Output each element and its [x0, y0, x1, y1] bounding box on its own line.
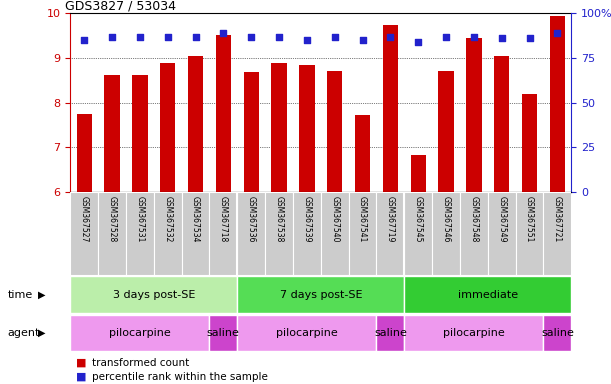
Bar [76, 114, 92, 192]
Point [386, 33, 395, 40]
Bar [355, 115, 370, 192]
Text: GSM367538: GSM367538 [274, 196, 284, 243]
Point [413, 39, 423, 45]
Bar [432, 192, 460, 275]
Point [135, 33, 145, 40]
Bar [126, 192, 154, 275]
Text: ■: ■ [76, 372, 87, 382]
Point [274, 33, 284, 40]
Bar [494, 56, 510, 192]
Text: GSM367548: GSM367548 [469, 196, 478, 243]
Text: immediate: immediate [458, 290, 518, 300]
Bar [488, 192, 516, 275]
Text: ▶: ▶ [38, 328, 45, 338]
Point [441, 33, 451, 40]
Point [246, 33, 256, 40]
Bar [438, 71, 454, 192]
Point [497, 35, 507, 41]
Text: GSM367719: GSM367719 [386, 196, 395, 243]
Bar [70, 315, 210, 351]
Bar [543, 192, 571, 275]
Bar [321, 192, 349, 275]
Bar [188, 56, 203, 192]
Bar [466, 38, 481, 192]
Text: GSM367546: GSM367546 [442, 196, 450, 243]
Bar [154, 192, 181, 275]
Bar [98, 192, 126, 275]
Bar [522, 94, 537, 192]
Text: GSM367541: GSM367541 [358, 196, 367, 243]
Bar [382, 25, 398, 192]
Text: agent: agent [7, 328, 40, 338]
Text: GSM367528: GSM367528 [108, 196, 117, 242]
Bar [516, 192, 543, 275]
Text: GDS3827 / 53034: GDS3827 / 53034 [65, 0, 176, 12]
Bar [271, 63, 287, 192]
Bar [550, 16, 565, 192]
Point [107, 33, 117, 40]
Bar [299, 65, 315, 192]
Text: percentile rank within the sample: percentile rank within the sample [92, 372, 268, 382]
Text: GSM367551: GSM367551 [525, 196, 534, 243]
Bar [543, 315, 571, 351]
Text: 3 days post-SE: 3 days post-SE [112, 290, 195, 300]
Point [357, 37, 367, 43]
Text: GSM367531: GSM367531 [136, 196, 144, 243]
Bar [404, 192, 432, 275]
Text: GSM367721: GSM367721 [553, 196, 562, 242]
Text: GSM367534: GSM367534 [191, 196, 200, 243]
Bar [244, 72, 259, 192]
Point [469, 33, 479, 40]
Text: GSM367532: GSM367532 [163, 196, 172, 243]
Text: transformed count: transformed count [92, 358, 189, 368]
Point [525, 35, 535, 41]
Point [79, 37, 89, 43]
Text: GSM367536: GSM367536 [247, 196, 255, 243]
Text: saline: saline [374, 328, 407, 338]
Text: GSM367718: GSM367718 [219, 196, 228, 242]
Bar [237, 192, 265, 275]
Text: GSM367527: GSM367527 [79, 196, 89, 243]
Point [330, 33, 340, 40]
Bar [181, 192, 210, 275]
Bar [210, 315, 237, 351]
Text: pilocarpine: pilocarpine [109, 328, 170, 338]
Text: GSM367549: GSM367549 [497, 196, 506, 243]
Bar [216, 35, 231, 192]
Bar [265, 192, 293, 275]
Text: ▶: ▶ [38, 290, 45, 300]
Bar [327, 71, 342, 192]
Point [219, 30, 229, 36]
Text: GSM367545: GSM367545 [414, 196, 423, 243]
Bar [376, 315, 404, 351]
Text: ■: ■ [76, 358, 87, 368]
Point [302, 37, 312, 43]
Bar [104, 74, 120, 192]
Text: pilocarpine: pilocarpine [276, 328, 338, 338]
Text: GSM367539: GSM367539 [302, 196, 312, 243]
Bar [210, 192, 237, 275]
Bar [293, 192, 321, 275]
Text: GSM367540: GSM367540 [330, 196, 339, 243]
Bar [132, 74, 147, 192]
Bar [376, 192, 404, 275]
Point [163, 33, 172, 40]
Text: saline: saline [541, 328, 574, 338]
Bar [237, 276, 404, 313]
Bar [411, 155, 426, 192]
Bar [160, 63, 175, 192]
Bar [237, 315, 376, 351]
Bar [404, 276, 571, 313]
Bar [349, 192, 376, 275]
Bar [460, 192, 488, 275]
Bar [70, 192, 98, 275]
Text: saline: saline [207, 328, 240, 338]
Point [191, 33, 200, 40]
Bar [70, 276, 237, 313]
Text: 7 days post-SE: 7 days post-SE [279, 290, 362, 300]
Point [552, 30, 562, 36]
Bar [404, 315, 543, 351]
Text: time: time [7, 290, 32, 300]
Text: pilocarpine: pilocarpine [443, 328, 505, 338]
